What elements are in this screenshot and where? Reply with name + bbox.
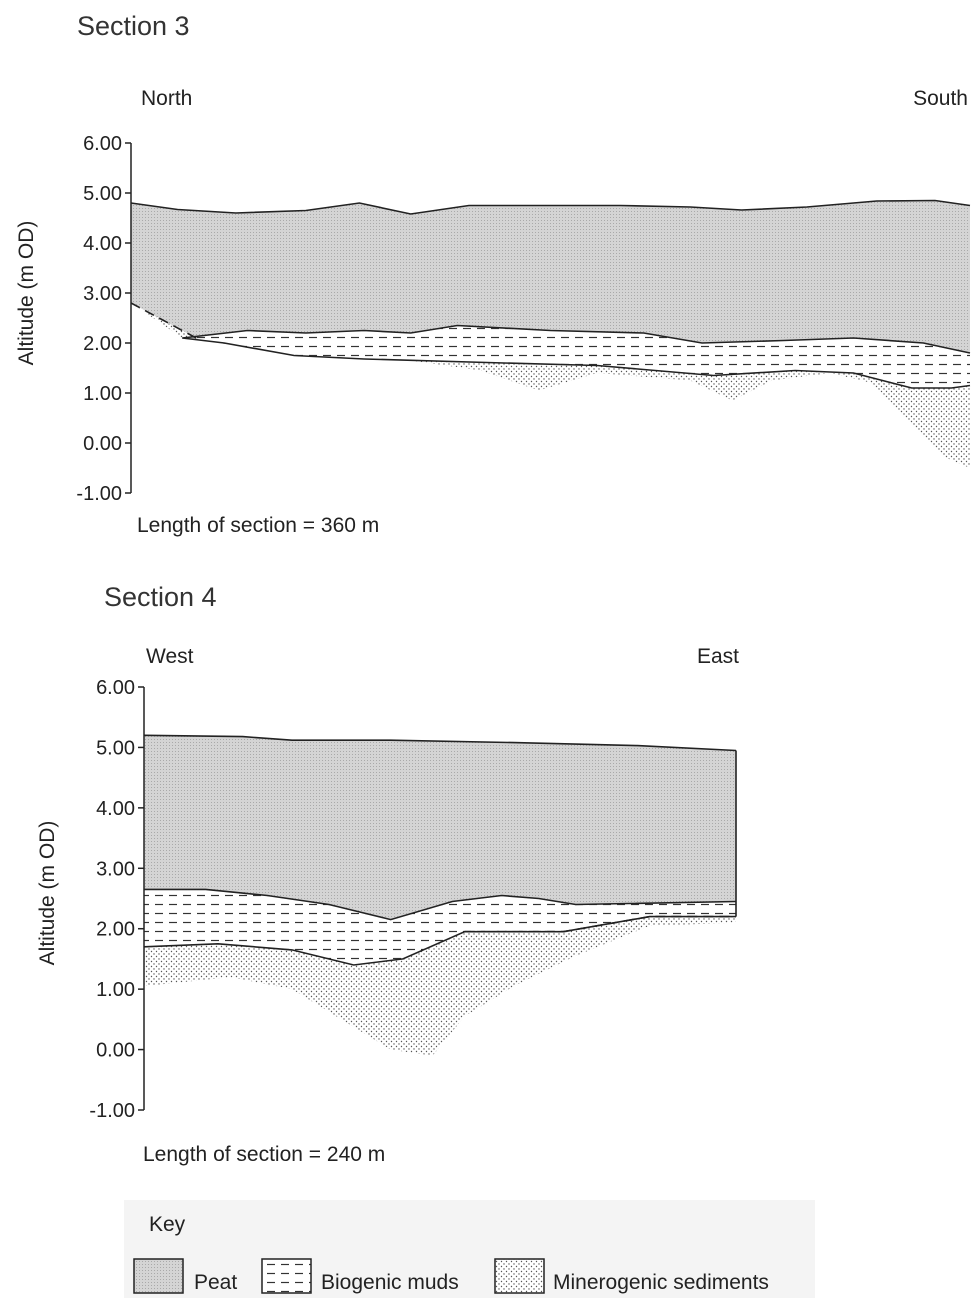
y-tick-label: 3.00 bbox=[83, 283, 122, 305]
legend-swatch-minerogenic-sediments bbox=[494, 1258, 545, 1294]
section-3-length-note: Length of section = 360 m bbox=[137, 514, 379, 537]
section-3-minerogenic-layer bbox=[131, 303, 970, 468]
section-4-right-direction: East bbox=[697, 645, 739, 668]
y-tick-label: 2.00 bbox=[96, 919, 135, 941]
section-3-y-axis-label: Altitude (m OD) bbox=[15, 221, 38, 366]
y-tick-label: 5.00 bbox=[96, 737, 135, 759]
y-tick-label: 1.00 bbox=[83, 383, 122, 405]
section-3-surface-line bbox=[130, 199, 971, 215]
y-tick-label: 4.00 bbox=[83, 233, 122, 255]
section-4-muds-base-line bbox=[143, 915, 736, 966]
section-3-inferred-boundary bbox=[130, 302, 202, 342]
section-4-surface-line bbox=[143, 734, 737, 752]
section-3-right-direction: South bbox=[913, 87, 968, 110]
section-4: Section 4 West East Altitude (m OD) 6.00… bbox=[36, 582, 739, 1166]
y-tick-label: 2.00 bbox=[83, 333, 122, 355]
y-tick-label: 1.00 bbox=[96, 979, 135, 1001]
section-4-ticks: 6.00 5.00 4.00 3.00 2.00 1.00 0.00 -1.00 bbox=[89, 677, 144, 1122]
section-4-y-axis-label: Altitude (m OD) bbox=[36, 821, 59, 966]
section-4-length-note: Length of section = 240 m bbox=[143, 1143, 385, 1166]
section-3-left-direction: North bbox=[141, 87, 192, 110]
y-tick-label: 0.00 bbox=[96, 1040, 135, 1062]
section-4-inferred-boundary bbox=[464, 915, 736, 933]
section-3-layers bbox=[130, 199, 971, 468]
legend-background bbox=[124, 1200, 815, 1298]
y-tick-label: 4.00 bbox=[96, 798, 135, 820]
y-tick-label: 3.00 bbox=[96, 858, 135, 880]
section-4-title: Section 4 bbox=[104, 582, 217, 612]
section-4-peat-base-line bbox=[144, 888, 737, 921]
legend-label-biogenic-muds: Biogenic muds bbox=[321, 1271, 459, 1294]
section-3-title: Section 3 bbox=[77, 11, 190, 41]
y-tick-label: 5.00 bbox=[83, 183, 122, 205]
legend-title: Key bbox=[149, 1213, 186, 1236]
section-3-ticks: 6.00 5.00 4.00 3.00 2.00 1.00 0.00 -1.00 bbox=[76, 133, 131, 505]
legend-label-minerogenic-sediments: Minerogenic sediments bbox=[553, 1271, 769, 1294]
y-tick-label: 6.00 bbox=[96, 677, 135, 699]
legend-swatch-peat bbox=[133, 1258, 184, 1294]
legend: Key Peat Biogenic muds Minerogenic sedim… bbox=[124, 1200, 815, 1298]
section-4-left-direction: West bbox=[146, 645, 194, 668]
legend-swatch-biogenic-muds bbox=[261, 1258, 312, 1294]
y-tick-label: -1.00 bbox=[76, 483, 122, 505]
section-3: Section 3 North South Altitude (m OD) 6.… bbox=[15, 11, 971, 537]
section-4-biogenic-muds-layer bbox=[144, 889, 736, 965]
legend-label-peat: Peat bbox=[194, 1271, 237, 1294]
y-tick-label: -1.00 bbox=[89, 1100, 135, 1122]
section-4-peat-layer bbox=[144, 735, 736, 920]
section-3-peat-layer bbox=[131, 200, 970, 353]
y-tick-label: 0.00 bbox=[83, 433, 122, 455]
section-4-layers bbox=[143, 734, 737, 1056]
section-3-muds-base-line bbox=[182, 337, 971, 389]
section-3-peat-base-line bbox=[182, 324, 971, 354]
y-tick-label: 6.00 bbox=[83, 133, 122, 155]
section-4-minerogenic-layer bbox=[144, 916, 736, 1056]
